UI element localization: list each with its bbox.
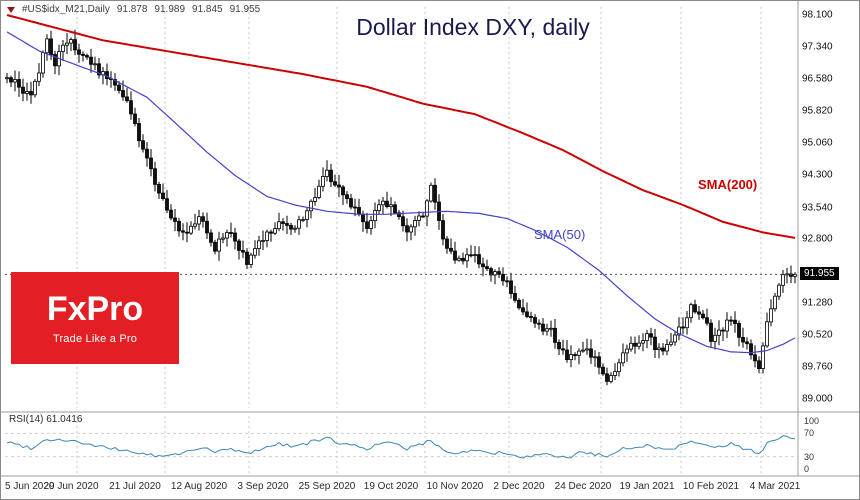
date-axis-label: 24 Dec 2020: [554, 481, 612, 492]
date-axis-label: 19 Oct 2020: [363, 481, 419, 492]
chart-title: Dollar Index DXY, daily: [356, 14, 590, 40]
price-axis-label: 95.820: [802, 105, 833, 117]
rsi-scale-label: 30: [804, 451, 815, 462]
date-axis-label: 25 Sep 2020: [298, 481, 356, 492]
sma50-label: SMA(50): [534, 227, 586, 242]
price-axis-label: 93.540: [802, 202, 833, 213]
date-axis-label: 29 Jun 2020: [43, 481, 99, 492]
price-axis-label: 90.520: [802, 329, 833, 341]
sma200-label: SMA(200): [698, 177, 758, 192]
price-axis-label: 96.580: [802, 73, 833, 85]
quote-open: 91.878: [116, 4, 148, 15]
price-axis-label: 97.340: [802, 41, 833, 53]
price-axis-label: 95.060: [802, 137, 833, 149]
price-axis-label: 94.300: [802, 169, 833, 181]
symbol-dropdown-icon[interactable]: [7, 6, 15, 13]
rsi-scale-label: 0: [804, 464, 810, 474]
symbol-header: #US$idx_M21,Daily 91.878 91.989 91.845 9…: [7, 4, 260, 15]
price-axis-label: 89.000: [802, 393, 833, 405]
rsi-name: RSI(14): [9, 414, 44, 425]
current-price-badge: 91.955: [800, 267, 839, 281]
price-axis-label: 98.100: [802, 9, 833, 21]
date-axis-label: 2 Dec 2020: [493, 481, 545, 492]
fxpro-logo-text: FxPro: [46, 289, 144, 328]
sma200-line: [6, 14, 796, 239]
sma50-line: [6, 31, 796, 354]
rsi-line: [6, 435, 796, 459]
quote-close: 91.955: [229, 4, 261, 15]
rsi-scale-label: 70: [804, 428, 815, 439]
grid-lines: [5, 7, 797, 474]
price-axis-label: 91.280: [802, 297, 833, 309]
symbol-name: #US$idx_M21,Daily: [22, 4, 110, 15]
candlesticks: [5, 29, 797, 386]
date-axis-label: 10 Feb 2021: [682, 481, 740, 492]
rsi-value: 61.0416: [46, 414, 83, 425]
rsi-scale-label: 100: [804, 416, 820, 426]
date-axis-label: 21 Jul 2020: [109, 481, 161, 492]
date-axis-label: 5 Jun 2020: [5, 481, 55, 492]
fxpro-logo: FxPro Trade Like a Pro: [11, 272, 179, 364]
date-axis-label: 19 Jan 2021: [619, 481, 675, 492]
price-axis-label: 89.760: [802, 361, 833, 373]
date-axis-label: 4 Mar 2021: [749, 481, 801, 492]
date-axis-label: 12 Aug 2020: [170, 481, 228, 492]
quote-low: 91.845: [192, 4, 223, 15]
rsi-indicator-label: RSI(14) 61.0416: [9, 414, 82, 425]
fxpro-logo-tagline: Trade Like a Pro: [52, 332, 138, 345]
date-axis-label: 10 Nov 2020: [426, 481, 484, 492]
quote-high: 91.989: [154, 4, 186, 15]
price-axis-label: 92.800: [802, 233, 833, 245]
date-axis-label: 3 Sep 2020: [237, 481, 289, 492]
